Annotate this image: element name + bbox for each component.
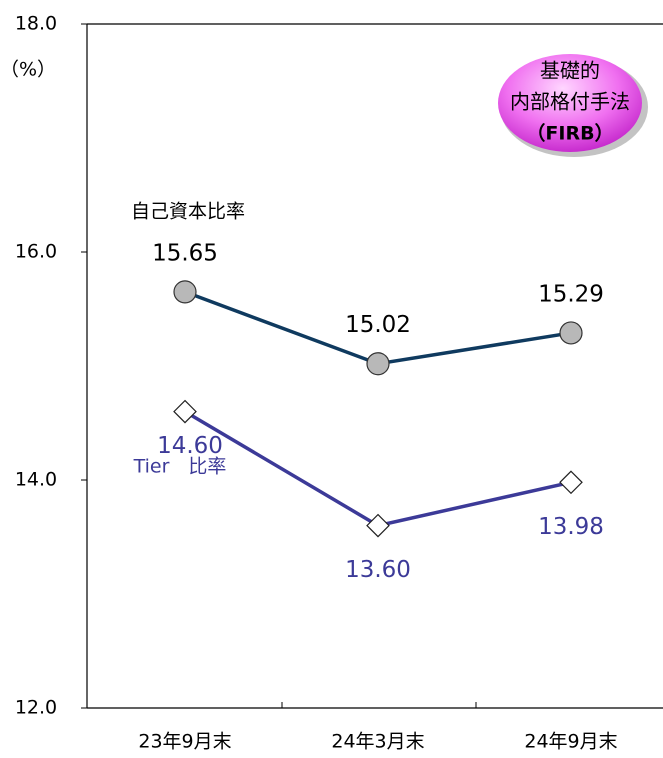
- badge: [498, 54, 642, 152]
- x-tick-label: 23年9月末: [138, 731, 231, 753]
- x-tick-label: 24年9月末: [524, 731, 617, 753]
- marker: [366, 513, 390, 538]
- data-label: 14.60: [157, 433, 223, 459]
- series-name: 自己資本比率: [131, 201, 245, 223]
- y-tick-label: 14.0: [15, 469, 57, 491]
- marker: [366, 352, 390, 376]
- series-line: [184, 410, 572, 528]
- y-tick-label: 18.0: [15, 13, 57, 35]
- annotation-line: （FIRB）: [526, 122, 613, 145]
- y-tick-label: 16.0: [15, 241, 57, 263]
- data-label: 15.29: [538, 281, 604, 307]
- series-name: Tier 比率: [133, 456, 227, 478]
- data-label: 13.98: [538, 514, 604, 540]
- annotation-badge: 基礎的 内部格付手法 （FIRB）: [498, 54, 648, 157]
- x-tick-label: 24年3月末: [331, 731, 424, 753]
- data-label: 15.02: [345, 312, 411, 338]
- data-label: 13.60: [345, 557, 411, 583]
- marker: [559, 321, 583, 345]
- annotation-line: 基礎的: [540, 59, 600, 83]
- y-axis-label: （%）: [0, 59, 56, 81]
- marker: [173, 399, 197, 424]
- marker: [173, 280, 197, 304]
- marker: [559, 470, 583, 495]
- data-label: 15.65: [152, 240, 218, 266]
- y-tick-label: 12.0: [15, 697, 57, 719]
- annotation-line: 内部格付手法: [510, 90, 630, 114]
